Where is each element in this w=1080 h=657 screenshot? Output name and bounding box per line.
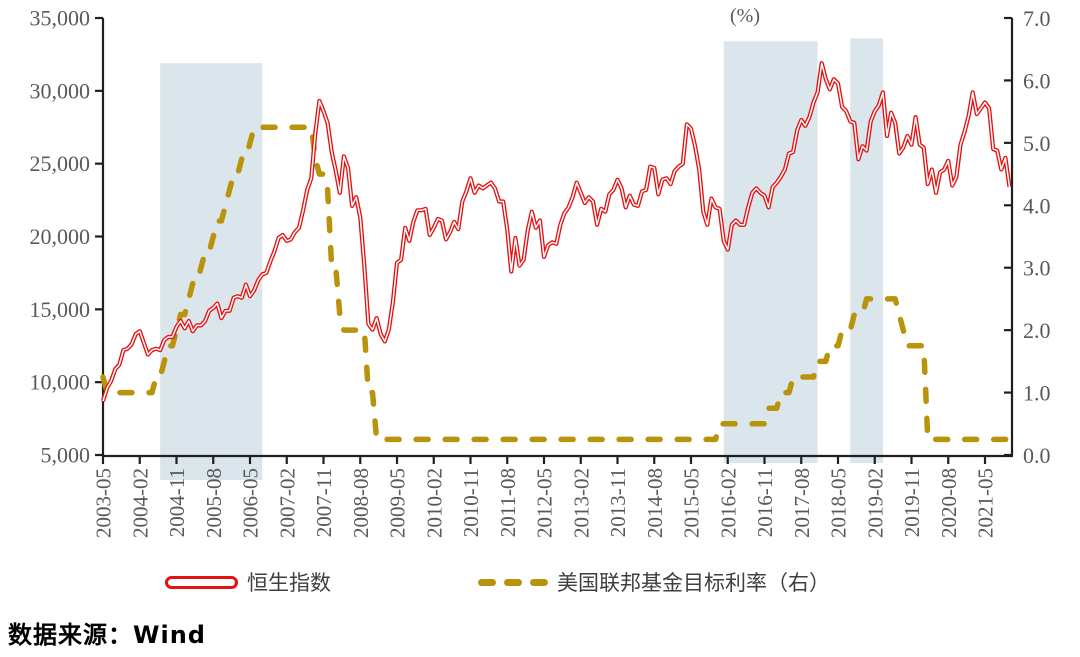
x-axis-tick-label: 2020-08: [937, 468, 961, 538]
right-axis-tick-label: 6.0: [1023, 68, 1051, 93]
x-axis-tick-label: 2007-02: [275, 468, 299, 538]
x-axis-tick-label: 2016-11: [753, 468, 777, 537]
right-axis-tick-label: 5.0: [1023, 131, 1051, 156]
highlight-bands: [160, 38, 883, 480]
left-axis-tick-label: 5,000: [41, 443, 91, 468]
legend-label-fed-rate: 美国联邦基金目标利率（右）: [557, 571, 830, 595]
legend-label-hang-seng: 恒生指数: [247, 571, 331, 595]
left-axis-tick-label: 30,000: [30, 78, 91, 103]
x-axis-tick-label: 2008-08: [349, 468, 373, 538]
x-axis-tick-label: 2019-11: [900, 468, 924, 537]
x-axis-tick-label: 2010-02: [422, 468, 446, 538]
left-axis-tick-label: 15,000: [30, 297, 91, 322]
left-axis-ticks: 5,000 10,000 15,000 20,000 25,000 30,000 35,00…: [30, 6, 103, 468]
x-axis-tick-label: 2013-11: [606, 468, 630, 537]
legend-item-hang-seng: 恒生指数: [165, 569, 331, 595]
x-axis-ticks: 2003-05 2004-02 2004-11 2005-08 2006-05 2007-…: [92, 456, 998, 538]
highlight-band: [160, 63, 263, 480]
x-axis-tick-label: 2017-08: [790, 468, 814, 538]
x-axis-tick-label: 2010-11: [459, 468, 483, 537]
hang-seng-index-line-core: [102, 62, 1011, 402]
x-axis-tick-label: 2013-02: [569, 468, 593, 538]
x-axis-tick-label: 2015-05: [680, 468, 704, 538]
right-axis-tick-label: 7.0: [1023, 6, 1051, 31]
x-axis-tick-label: 2012-05: [533, 468, 557, 538]
right-axis-tick-label: 1.0: [1023, 381, 1051, 406]
legend-item-fed-rate: 美国联邦基金目标利率（右）: [478, 569, 830, 595]
legend: 恒生指数 美国联邦基金目标利率（右）: [0, 569, 1080, 595]
right-axis-tick-label: 0.0: [1023, 443, 1051, 468]
x-axis-tick-label: 2014-08: [643, 468, 667, 538]
x-axis-tick-label: 2021-05: [974, 468, 998, 538]
left-axis-tick-label: 25,000: [30, 151, 91, 176]
hang-seng-line-marker-icon: [165, 575, 238, 589]
left-axis-tick-label: 10,000: [30, 370, 91, 395]
x-axis-tick-label: 2004-11: [165, 468, 189, 537]
x-axis-tick-label: 2003-05: [92, 468, 116, 538]
left-axis-tick-label: 20,000: [30, 224, 91, 249]
right-axis-tick-label: 3.0: [1023, 256, 1051, 281]
fed-rate-dash-marker-icon: [478, 578, 548, 586]
right-axis-ticks: 0.0 1.0 2.0 3.0 4.0 5.0 6.0 7.0: [1004, 6, 1051, 468]
x-axis-tick-label: 2007-11: [312, 468, 336, 537]
left-axis-tick-label: 35,000: [30, 6, 91, 31]
right-axis-tick-label: 2.0: [1023, 318, 1051, 343]
x-axis-tick-label: 2009-05: [386, 468, 410, 538]
x-axis-tick-label: 2018-05: [827, 468, 851, 538]
right-axis-tick-label: 4.0: [1023, 193, 1051, 218]
highlight-band: [723, 41, 818, 463]
x-axis-tick-label: 2005-08: [202, 468, 226, 538]
x-axis-tick-label: 2004-02: [128, 468, 152, 538]
x-axis-tick-label: 2016-02: [716, 468, 740, 538]
x-axis-tick-label: 2011-08: [496, 468, 520, 537]
x-axis-tick-label: 2019-02: [863, 468, 887, 538]
x-axis-tick-label: 2006-05: [239, 468, 263, 538]
data-source-note: 数据来源：Wind: [8, 621, 206, 649]
chart-canvas: 5,000 10,000 15,000 20,000 25,000 30,000 35,00…: [30, 5, 1051, 538]
right-axis-unit-label: (%): [730, 5, 760, 27]
